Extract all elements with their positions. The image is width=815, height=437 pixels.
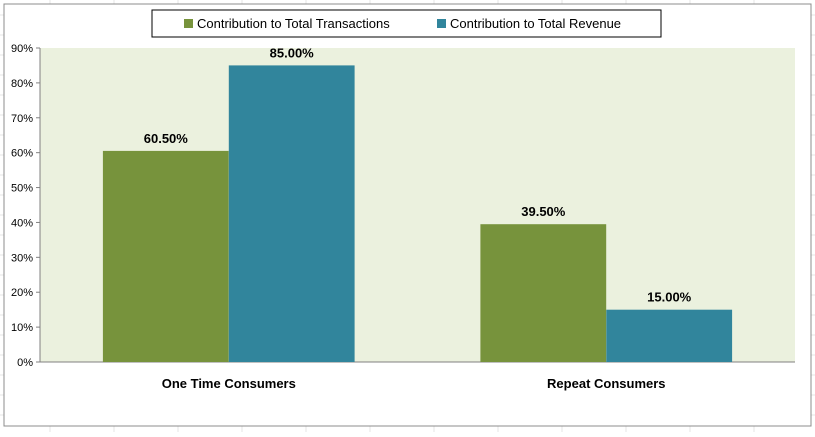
x-axis-labels: One Time Consumers Repeat Consumers	[162, 376, 666, 391]
x-tick-label: Repeat Consumers	[547, 376, 665, 391]
data-label: 60.50%	[144, 131, 189, 146]
legend-swatch-transactions	[184, 19, 193, 28]
y-tick-label: 30%	[11, 252, 33, 264]
y-tick-label: 50%	[11, 183, 33, 195]
data-label: 15.00%	[647, 290, 692, 305]
bar-series	[102, 65, 733, 363]
data-labels: 60.50% 85.00% 39.50% 15.00%	[144, 45, 692, 304]
bar-revenue-one-time[interactable]	[228, 65, 355, 363]
y-tick-label: 10%	[11, 322, 33, 334]
bar-transactions-one-time[interactable]	[102, 150, 229, 362]
legend-box	[151, 9, 662, 38]
x-tick-label: One Time Consumers	[162, 376, 296, 391]
legend-swatch-revenue	[437, 19, 446, 28]
y-tick-label: 70%	[11, 113, 33, 125]
bar-transactions-repeat[interactable]	[480, 224, 607, 362]
bar-revenue-repeat[interactable]	[606, 309, 733, 362]
legend-label-transactions: Contribution to Total Transactions	[197, 16, 390, 31]
y-tick-label: 0%	[17, 357, 33, 369]
data-label: 85.00%	[270, 45, 315, 60]
legend-label-revenue: Contribution to Total Revenue	[450, 16, 621, 31]
legend[interactable]: Contribution to Total Transactions Contr…	[151, 9, 662, 38]
y-axis-ticks: 0% 10% 20% 30% 40% 50% 60% 70% 80% 90%	[11, 43, 40, 369]
y-tick-label: 80%	[11, 78, 33, 90]
data-label: 39.50%	[521, 204, 566, 219]
y-tick-label: 40%	[11, 217, 33, 229]
y-tick-label: 60%	[11, 148, 33, 160]
y-tick-label: 20%	[11, 287, 33, 299]
y-tick-label: 90%	[11, 43, 33, 55]
